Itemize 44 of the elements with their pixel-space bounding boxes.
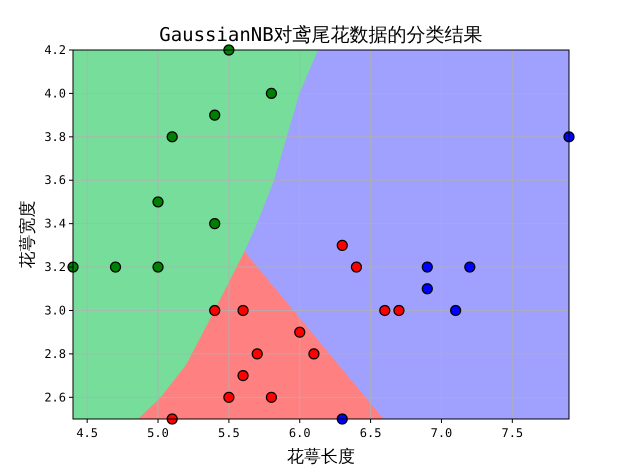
- x-tick-label: 5.0: [147, 426, 169, 440]
- y-tick-label: 2.6: [44, 390, 66, 404]
- point: [209, 110, 220, 121]
- y-tick-label: 3.8: [44, 130, 66, 144]
- point: [209, 304, 220, 316]
- point: [152, 196, 164, 208]
- x-tick-label: 6.5: [360, 426, 382, 440]
- point: [266, 88, 277, 100]
- point: [110, 261, 122, 273]
- point: [294, 326, 306, 338]
- point: [336, 240, 348, 251]
- point: [393, 304, 405, 316]
- point: [266, 392, 277, 403]
- point: [422, 283, 433, 294]
- point: [166, 131, 178, 142]
- y-tick-label: 3.2: [44, 260, 66, 274]
- y-tick-label: 3.4: [44, 216, 66, 231]
- y-tick-label: 3.0: [44, 303, 66, 318]
- y-tick-label: 3.6: [44, 173, 66, 188]
- point: [350, 261, 362, 273]
- x-tick-label: 4.5: [76, 426, 98, 440]
- point: [450, 304, 462, 316]
- chart-title: GaussianNB对鸢尾花数据的分类结果: [159, 24, 483, 46]
- x-axis-title: 花萼长度: [287, 447, 355, 466]
- point: [308, 348, 320, 360]
- x-tick-label: 6.0: [288, 426, 311, 440]
- point: [209, 218, 220, 230]
- point: [252, 348, 263, 360]
- x-tick-label: 7.0: [430, 426, 452, 440]
- point: [379, 304, 390, 316]
- point: [422, 261, 433, 273]
- point: [152, 261, 164, 273]
- y-tick-label: 4.2: [44, 43, 66, 57]
- y-axis-title: 花萼宽度: [18, 200, 38, 268]
- point: [67, 261, 79, 273]
- point: [223, 392, 234, 403]
- x-tick-label: 7.5: [501, 426, 524, 440]
- x-tick-label: 5.5: [218, 426, 240, 440]
- point: [464, 261, 476, 273]
- point: [237, 304, 249, 316]
- point: [237, 370, 249, 382]
- point: [563, 131, 575, 142]
- y-tick-label: 4.0: [44, 86, 66, 100]
- y-tick-label: 2.8: [44, 346, 66, 361]
